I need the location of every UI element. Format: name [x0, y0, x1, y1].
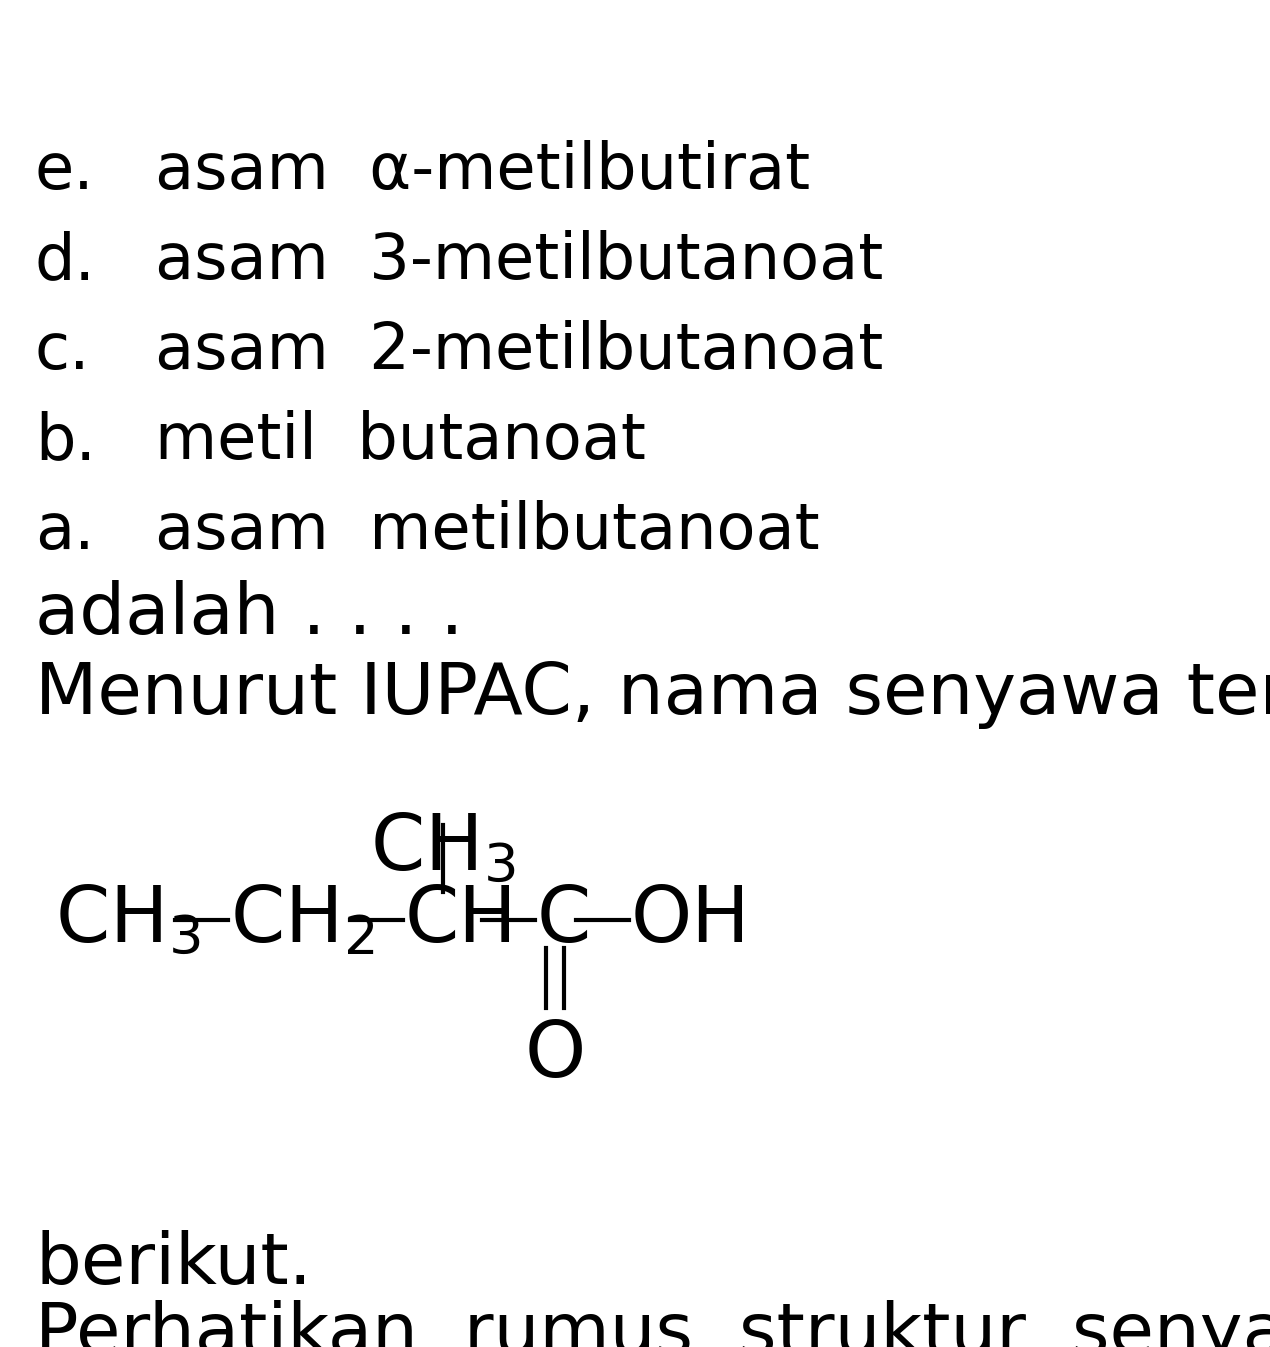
Text: Perhatikan  rumus  struktur  senyawa: Perhatikan rumus struktur senyawa: [36, 1300, 1270, 1347]
Text: asam  metilbutanoat: asam metilbutanoat: [155, 500, 819, 562]
Text: adalah . . . .: adalah . . . .: [36, 581, 464, 649]
Text: c.: c.: [36, 321, 90, 383]
Text: e.: e.: [36, 140, 95, 202]
Text: berikut.: berikut.: [36, 1230, 311, 1299]
Text: CH$_3$: CH$_3$: [55, 882, 201, 958]
Text: asam  2-metilbutanoat: asam 2-metilbutanoat: [155, 321, 883, 383]
Text: asam  3-metilbutanoat: asam 3-metilbutanoat: [155, 230, 883, 292]
Text: OH: OH: [631, 882, 751, 958]
Text: CH$_2$: CH$_2$: [230, 882, 375, 958]
Text: Menurut IUPAC, nama senyawa tersebut: Menurut IUPAC, nama senyawa tersebut: [36, 660, 1270, 729]
Text: d.: d.: [36, 230, 95, 292]
Text: b.: b.: [36, 409, 95, 471]
Text: metil  butanoat: metil butanoat: [155, 409, 646, 471]
Text: O: O: [525, 1017, 585, 1092]
Text: CH: CH: [405, 882, 518, 958]
Text: CH$_3$: CH$_3$: [370, 810, 516, 886]
Text: a.: a.: [36, 500, 94, 562]
Text: C: C: [537, 882, 592, 958]
Text: asam  α-metilbutirat: asam α-metilbutirat: [155, 140, 810, 202]
